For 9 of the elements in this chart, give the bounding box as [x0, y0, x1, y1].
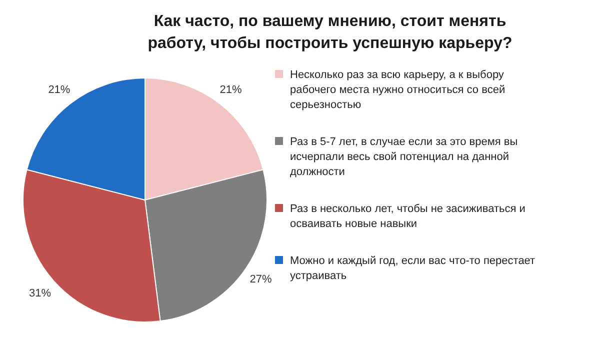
data-label: 21% [48, 84, 70, 96]
data-label: 27% [250, 274, 272, 286]
data-label: 21% [220, 84, 242, 96]
data-label: 31% [28, 287, 52, 300]
legend-label: Раз в несколько лет, чтобы не засиживаться и осваивать новые навыки [290, 203, 526, 230]
legend-label: Несколько раз за всю карьеру, а к выбору рабочего места нужно относиться со всей серьезностью [290, 69, 506, 111]
legend-label: Раз в 5-7 лет, в случае если за это время вы исчерпали весь свой потенциал на данной должности [290, 136, 518, 178]
legend-label: Можно и каждый год, если вас что-то перестает устраивать [290, 255, 536, 282]
chart-title: Как часто, по вашему мнению, стоит менять работу, чтобы построить успешную карьеру? [148, 13, 512, 52]
